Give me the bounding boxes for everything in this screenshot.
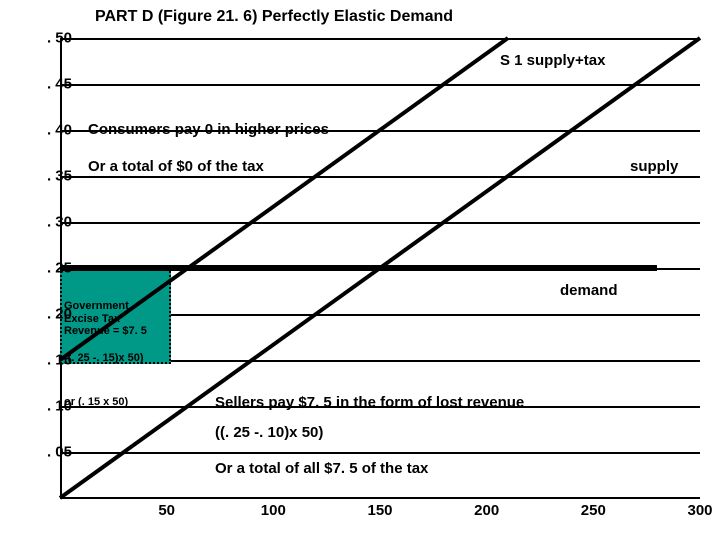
xtick: 150 bbox=[367, 502, 392, 519]
formula3-label: ((. 25 -. 10)x 50) bbox=[215, 424, 323, 441]
gov-box-label: Government Excise Tax Revenue = $7. 5 bbox=[64, 300, 164, 338]
chart-lines bbox=[60, 38, 700, 498]
demand-label: demand bbox=[560, 282, 618, 299]
ytick: . 30 bbox=[47, 214, 72, 231]
s1-label: S 1 supply+tax bbox=[500, 52, 605, 69]
ytick: . 05 bbox=[47, 444, 72, 461]
xtick: 50 bbox=[158, 502, 175, 519]
ytick: . 50 bbox=[47, 30, 72, 47]
chart-area bbox=[60, 38, 700, 498]
or-total-all-label: Or a total of all $7. 5 of the tax bbox=[215, 460, 428, 477]
or-total-0-label: Or a total of $0 of the tax bbox=[88, 158, 264, 175]
xtick: 300 bbox=[687, 502, 712, 519]
xtick: 100 bbox=[261, 502, 286, 519]
chart-title: PART D (Figure 21. 6) Perfectly Elastic … bbox=[95, 8, 453, 26]
ytick: . 25 bbox=[47, 260, 72, 277]
consumers-label: Consumers pay 0 in higher prices bbox=[88, 121, 329, 138]
xtick: 200 bbox=[474, 502, 499, 519]
ytick: . 35 bbox=[47, 168, 72, 185]
sellers-label: Sellers pay $7. 5 in the form of lost re… bbox=[215, 394, 524, 411]
formula1-label: ((. 25 -. 15)x 50) bbox=[64, 352, 143, 364]
ytick: . 40 bbox=[47, 122, 72, 139]
ytick: . 45 bbox=[47, 76, 72, 93]
supply-label: supply bbox=[630, 158, 678, 175]
xtick: 250 bbox=[581, 502, 606, 519]
formula2-label: or (. 15 x 50) bbox=[64, 396, 128, 408]
